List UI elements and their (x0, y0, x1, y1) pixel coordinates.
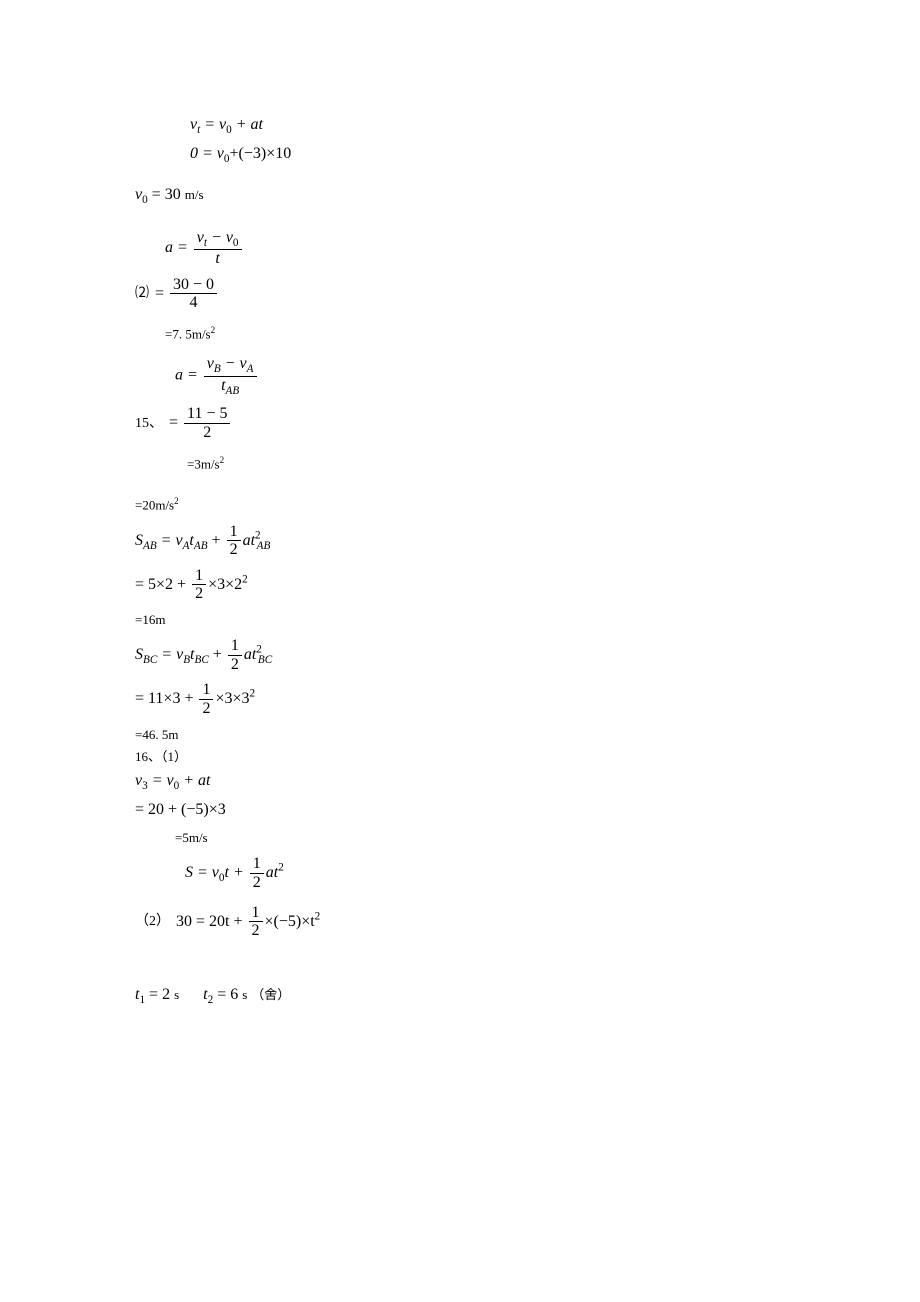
eq-vt: vt = v0 + at (190, 114, 790, 139)
eq-v3: v3 = v0 + at (135, 770, 790, 795)
eq-v3-res: =5m/s (175, 829, 790, 847)
p15-20: =20m/s2 (135, 495, 790, 515)
eq-a-result: =7. 5m/s2 (165, 324, 790, 344)
eq-sab: SAB = vAtAB + 12at2AB (135, 523, 790, 559)
eq-sbc-res: =46. 5m (135, 726, 790, 744)
eq-sab-calc: = 5×2 + 12×3×22 (135, 567, 790, 603)
eq-t-results: t1 = 2 s t2 = 6 s （舍） (135, 984, 790, 1009)
p15-a-result: =3m/s2 (187, 454, 790, 474)
eq-sub1: 0 = v0+(−3)×10 (190, 143, 790, 168)
p16-part2-label: （2） (135, 912, 170, 932)
p15-row: a = vB − vAtAB (135, 351, 790, 401)
eq-v0: v0 = 30 m/s (135, 184, 790, 209)
eq-sbc: SBC = vBtBC + 12at2BC (135, 637, 790, 673)
p16-label: 16、（1） (135, 748, 790, 766)
eq-sab-res: =16m (135, 611, 790, 629)
eq-sbc-calc: = 11×3 + 12×3×32 (135, 681, 790, 717)
eq-part2-row: ⑵ = 30 − 04 (135, 272, 790, 316)
p15-label-row: 15、 = 11 − 52 (135, 401, 790, 445)
p15-label: 15、 (135, 414, 163, 434)
eq-v3-calc: = 20 + (−5)×3 (135, 799, 790, 821)
eq-part2-a: a = vt − v0t (135, 225, 790, 272)
eq-s: S = v0t + 12at2 (185, 855, 790, 891)
physics-solutions-page: vt = v0 + at 0 = v0+(−3)×10 v0 = 30 m/s … (0, 0, 920, 1053)
part2-label: ⑵ (135, 284, 149, 304)
eq-s-row: （2） 30 = 20t + 12×(−5)×t2 (135, 900, 790, 944)
